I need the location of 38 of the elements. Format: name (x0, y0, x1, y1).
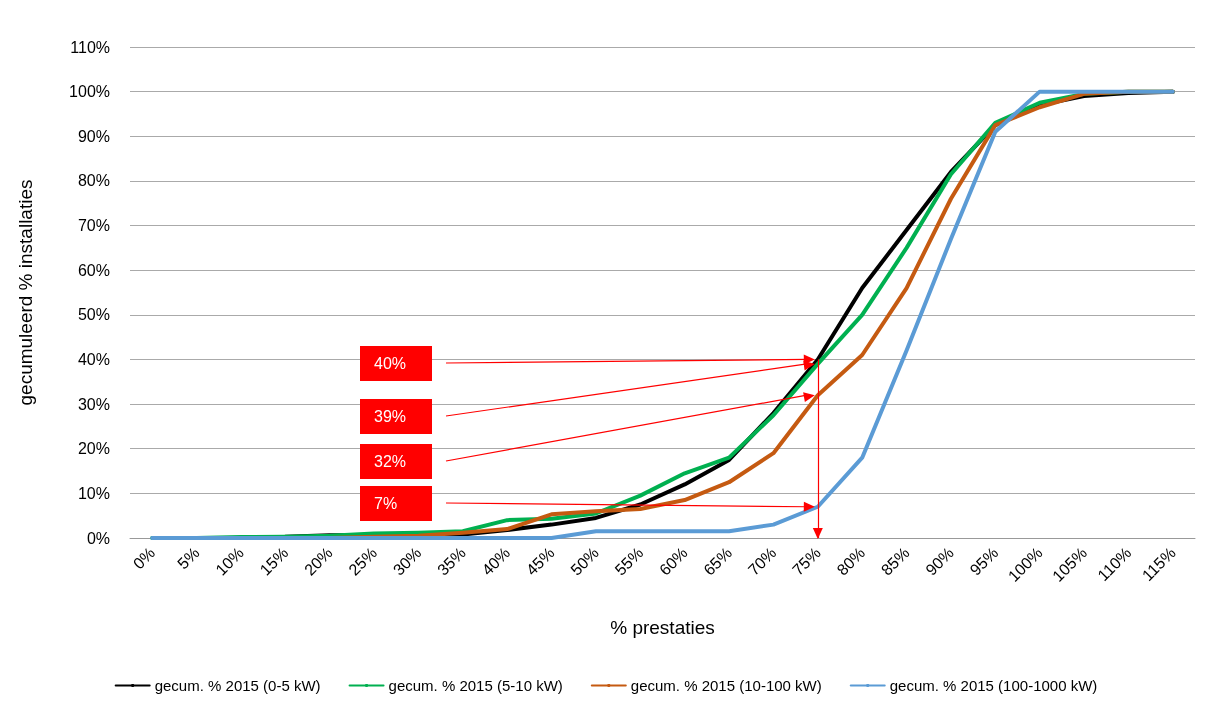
y-tick-label: 40% (77, 350, 110, 368)
legend-label: gecum. % 2015 (5-10 kW) (388, 677, 563, 694)
x-tick-label: 95% (966, 543, 1002, 579)
y-axis-title: gecumuleerd % installaties (15, 179, 36, 406)
y-tick-label: 30% (77, 395, 110, 413)
y-tick-label: 100% (69, 83, 110, 101)
x-tick-label: 90% (922, 543, 957, 579)
x-tick-label: 0% (129, 543, 159, 573)
annotation: 39% (360, 399, 432, 434)
y-tick-label: 10% (77, 484, 110, 502)
x-tick-label: 60% (656, 543, 691, 579)
x-tick-label: 5% (174, 543, 203, 573)
x-tick-label: 35% (434, 543, 469, 579)
x-axis-title: % prestaties (610, 617, 715, 638)
annotation: 32% (360, 444, 432, 479)
y-tick-label: 0% (86, 529, 110, 547)
y-tick-label: 20% (77, 440, 110, 458)
x-tick-label: 40% (478, 543, 514, 579)
y-tick-label: 70% (77, 217, 110, 235)
x-tick-label: 45% (522, 543, 558, 579)
y-tick-label: 90% (77, 127, 110, 145)
x-tick-label: 75% (789, 543, 824, 579)
legend-label: gecum. % 2015 (100-1000 kW) (889, 677, 1098, 694)
x-tick-label: 85% (877, 543, 913, 579)
legend-label: gecum. % 2015 (0-5 kW) (154, 677, 321, 694)
annotation: 40% (360, 346, 432, 381)
legend-label: gecum. % 2015 (10-100 kW) (630, 677, 822, 694)
annotation: 7% (360, 486, 432, 521)
x-tick-label: 80% (833, 543, 869, 579)
y-tick-label: 80% (77, 172, 110, 190)
x-tick-label: 50% (567, 543, 602, 579)
y-tick-label: 110% (70, 38, 110, 56)
y-tick-label: 60% (77, 261, 110, 279)
x-tick-label: 65% (700, 543, 736, 579)
x-tick-label: 70% (744, 543, 780, 579)
x-tick-label: 30% (389, 543, 425, 579)
x-tick-label: 55% (611, 543, 647, 579)
y-tick-label: 50% (77, 306, 110, 324)
